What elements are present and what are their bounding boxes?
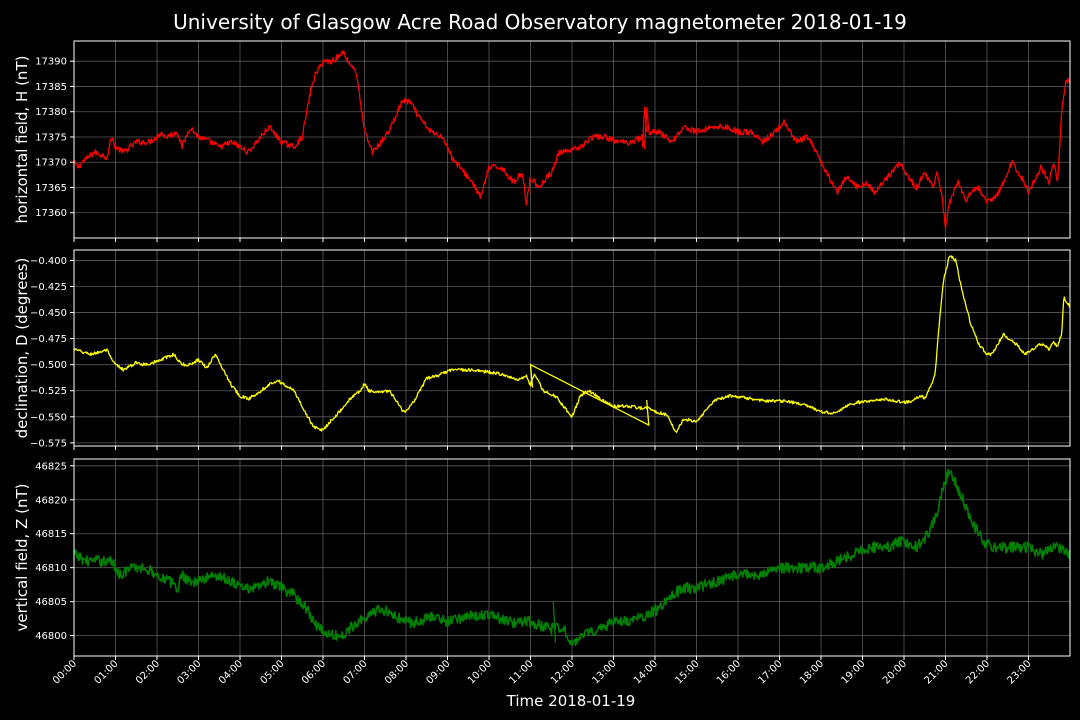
y-tick-label: −0.500 — [30, 360, 67, 371]
x-axis-label: Time 2018-01-19 — [506, 692, 636, 710]
y-tick-label: −0.400 — [30, 256, 67, 267]
y-tick-label: 17370 — [35, 158, 67, 169]
y-tick-label: 46805 — [35, 597, 67, 608]
y-axis-label: horizontal field, H (nT) — [13, 56, 31, 224]
series-line — [73, 50, 1071, 230]
axes-frame — [73, 40, 1071, 239]
series-line — [73, 255, 1071, 434]
series-spike — [552, 601, 557, 643]
y-tick-label: −0.575 — [30, 438, 67, 449]
y-tick-label: −0.425 — [30, 282, 67, 293]
panel-1: 17360 17365 17370 17375 17380 17385 17390 horiz… — [13, 40, 1071, 242]
y-tick-label: −0.550 — [30, 412, 67, 423]
axes-frame — [73, 249, 1071, 447]
y-tick-label: 46820 — [35, 495, 67, 506]
y-tick-label: 17390 — [35, 57, 67, 68]
y-tick-label: 46810 — [35, 563, 67, 574]
y-tick-label: −0.450 — [30, 308, 67, 319]
y-tick-label: 46825 — [35, 461, 67, 472]
series-line — [73, 468, 1071, 647]
y-tick-label: −0.475 — [30, 334, 67, 345]
chart-title: University of Glasgow Acre Road Observat… — [173, 10, 907, 34]
y-tick-label: 17375 — [35, 132, 67, 143]
y-tick-label: 46815 — [35, 529, 67, 540]
axes-frame — [73, 458, 1071, 657]
y-tick-label: 17385 — [35, 82, 67, 93]
y-tick-label: 17365 — [35, 183, 67, 194]
y-tick-label: 46800 — [35, 631, 67, 642]
y-axis-label: vertical field, Z (nT) — [13, 483, 31, 631]
y-axis-label: declination, D (degrees) — [13, 258, 31, 439]
series-spike — [641, 106, 648, 148]
y-tick-label: −0.525 — [30, 386, 67, 397]
y-tick-label: 17380 — [35, 107, 67, 118]
series-spike — [529, 363, 650, 427]
panel-2: −0.400 −0.425 −0.450 −0.475 −0.500 −0.525 −0.5… — [13, 249, 1071, 450]
y-tick-label: 17360 — [35, 208, 67, 219]
